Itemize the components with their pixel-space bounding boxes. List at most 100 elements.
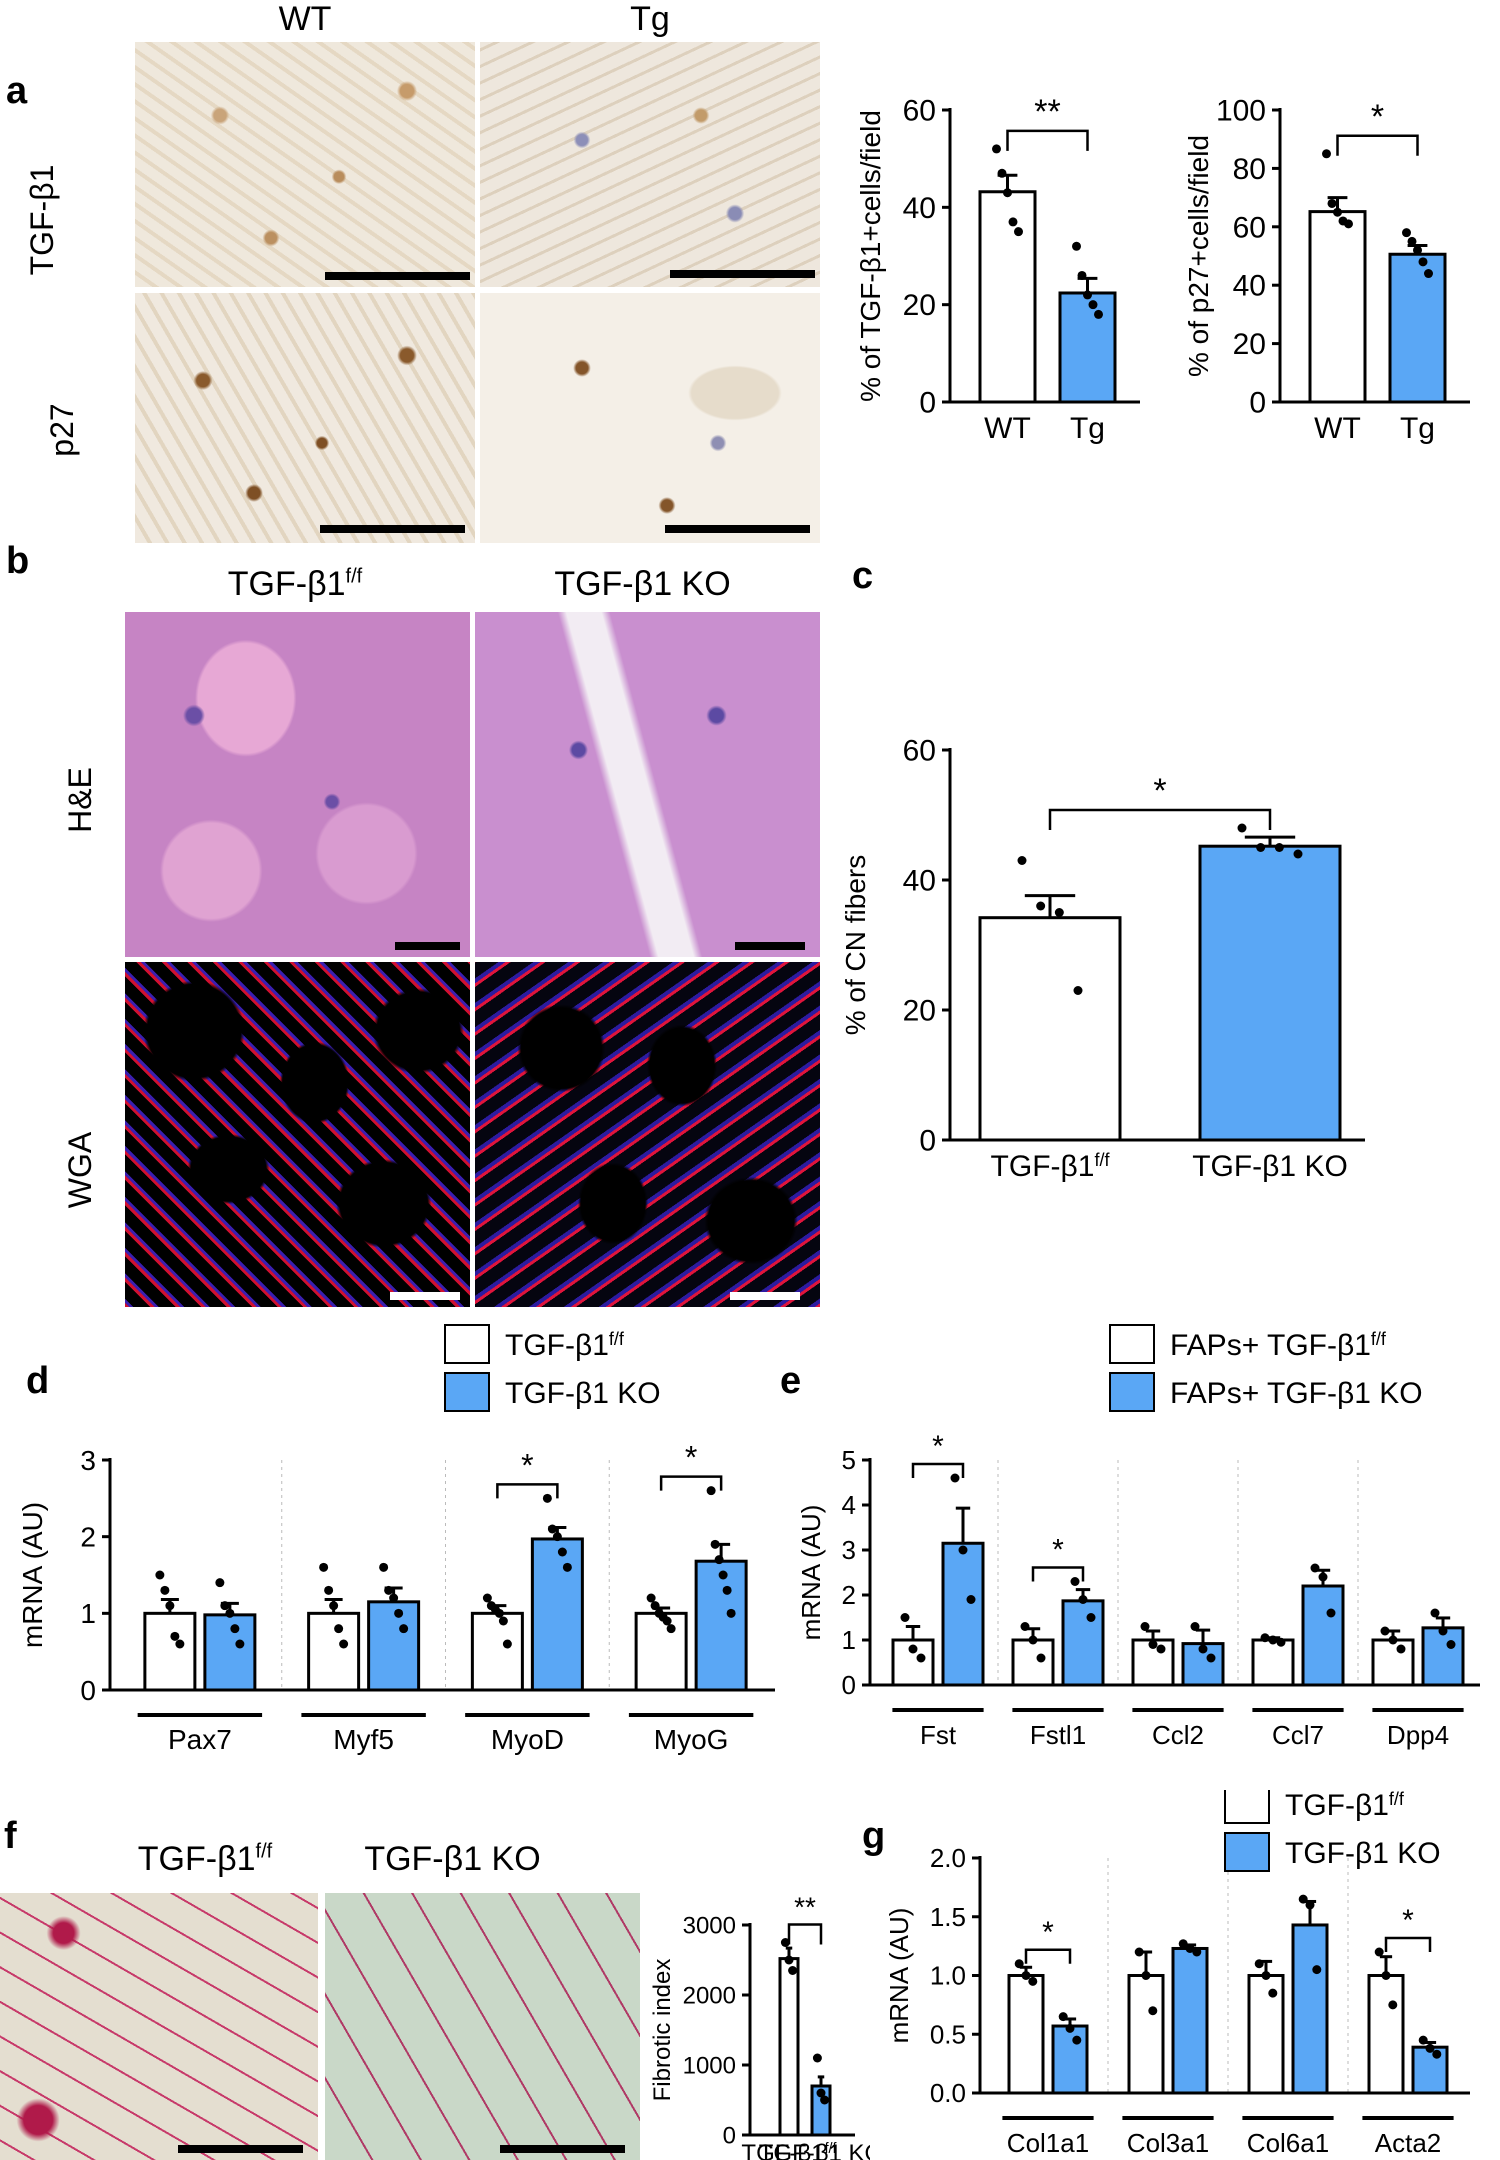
data-point	[165, 1601, 175, 1611]
data-point	[225, 1608, 235, 1618]
significance-label: *	[932, 1430, 944, 1463]
data-point	[1274, 843, 1284, 852]
y-tick-label: 0	[723, 2122, 736, 2149]
bar	[530, 1537, 584, 1692]
data-point	[788, 1966, 798, 1975]
bar	[203, 1613, 257, 1692]
chart-e: 0 1 2 3 4 5 mRNA (AU) Fst * Fstl1 * Ccl2 Ccl7 Dpp4 FAP…	[796, 1324, 1480, 1750]
y-tick-label: 20	[903, 289, 936, 322]
data-point	[662, 1616, 672, 1626]
data-point	[1326, 1608, 1336, 1618]
data-point	[666, 1624, 676, 1634]
data-point	[155, 1570, 165, 1580]
x-tick-label: TGF-β1f/f	[991, 1150, 1111, 1183]
y-tick-label: 40	[1233, 270, 1266, 303]
scale-bar	[735, 942, 805, 950]
data-point	[547, 1524, 557, 1534]
data-point	[1008, 217, 1018, 227]
x-tick-label: Col1a1	[1007, 2128, 1089, 2158]
x-tick-label: MyoG	[654, 1724, 729, 1755]
significance-bracket	[496, 1483, 559, 1499]
data-point	[1192, 1947, 1202, 1957]
data-point	[339, 1639, 349, 1649]
data-point	[1310, 1563, 1320, 1573]
data-point	[1276, 1637, 1286, 1647]
bar	[367, 1600, 421, 1692]
legend-label: TGF-β1f/f	[1285, 1790, 1405, 1822]
y-axis-label: mRNA (AU)	[17, 1502, 48, 1648]
y-tick-label: 40	[903, 865, 936, 898]
micrograph-tg-p27	[480, 293, 820, 543]
panel-label-f: f	[4, 1815, 17, 1857]
x-tick-label: Dpp4	[1387, 1720, 1449, 1750]
panel-label-e: e	[780, 1360, 802, 1402]
data-point	[1072, 241, 1081, 251]
y-tick-label: 0	[80, 1675, 96, 1706]
data-point	[950, 1473, 960, 1483]
column-title-f-ff: TGF-β1f/f	[137, 1840, 273, 1878]
panel-label-d: d	[26, 1360, 50, 1402]
panel-label-c: c	[852, 555, 874, 597]
y-tick-label: 1	[842, 1625, 856, 1655]
legend-label: TGF-β1 KO	[505, 1377, 661, 1410]
micrograph-wga-ff	[125, 962, 470, 1307]
data-point	[916, 1653, 926, 1663]
data-point	[1388, 1635, 1398, 1645]
x-tick-label: TGF-β1 KO	[1192, 1150, 1348, 1183]
bar	[470, 1611, 524, 1692]
bar	[778, 1957, 800, 2137]
column-title-f-ko: TGF-β1 KO	[364, 1840, 541, 1878]
data-point	[966, 1595, 976, 1604]
data-point	[334, 1624, 344, 1634]
panel-label-b: b	[6, 540, 30, 582]
data-point	[494, 1608, 504, 1618]
data-point	[997, 168, 1007, 178]
data-point	[175, 1639, 185, 1649]
bar	[1007, 1974, 1045, 2095]
data-point	[1418, 257, 1428, 267]
data-point	[384, 1585, 394, 1595]
data-point	[1086, 1613, 1096, 1622]
significance-label: *	[1371, 98, 1384, 136]
data-point	[1198, 1644, 1208, 1654]
significance-bracket	[1336, 134, 1419, 156]
y-tick-label: 2000	[683, 1982, 736, 2009]
data-point	[1078, 1595, 1088, 1604]
data-point	[816, 2088, 826, 2098]
data-point	[170, 1631, 180, 1641]
x-tick-label: MyoD	[491, 1724, 564, 1755]
bar	[1388, 252, 1447, 404]
data-point	[1298, 1894, 1308, 1904]
scale-bar	[730, 1292, 800, 1300]
data-point	[399, 1624, 409, 1634]
data-point	[1446, 1640, 1456, 1649]
data-point	[1036, 901, 1046, 911]
data-point	[1261, 1971, 1271, 1980]
x-tick-label: TGF-β1f/f	[741, 2140, 837, 2160]
y-tick-label: 0	[1249, 387, 1266, 420]
significance-bracket	[787, 1923, 823, 1945]
column-title-tg: Tg	[630, 0, 670, 38]
y-axis-label: mRNA (AU)	[884, 1908, 914, 2044]
significance-bracket	[659, 1475, 723, 1491]
micrograph-wga-ko	[475, 962, 820, 1307]
bar	[1247, 1974, 1285, 2095]
data-point	[1021, 1971, 1031, 1980]
significance-bracket	[1006, 129, 1089, 151]
y-tick-label: 1.0	[930, 1961, 966, 1991]
data-point	[1148, 1640, 1158, 1649]
legend-label: FAPs+ TGF-β1 KO	[1170, 1377, 1423, 1410]
bar	[1127, 1974, 1165, 2095]
scale-bar	[395, 942, 460, 950]
bar	[1411, 2045, 1449, 2095]
data-point	[1305, 1900, 1315, 1910]
y-tick-label: 60	[1233, 211, 1266, 244]
y-tick-label: 5	[842, 1445, 856, 1475]
data-point	[1312, 1965, 1322, 1975]
data-point	[389, 1593, 399, 1603]
data-point	[1003, 188, 1012, 198]
data-point	[706, 1486, 716, 1496]
legend-swatch	[1224, 1832, 1270, 1872]
column-title-tgfb1-ko: TGF-β1 KO	[554, 565, 731, 603]
y-axis-label: % of TGF-β1+cells/field	[855, 110, 886, 402]
